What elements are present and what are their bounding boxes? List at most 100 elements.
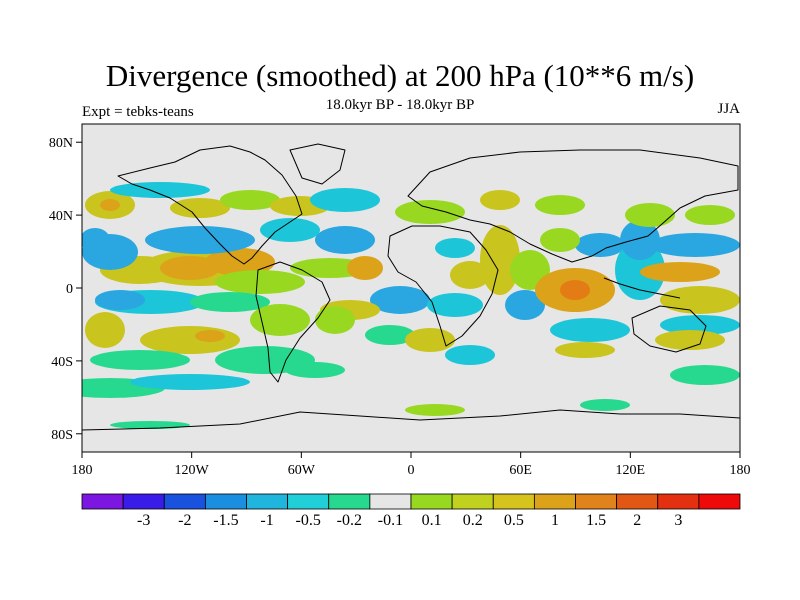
field-blob [145, 226, 255, 254]
colorbar-swatch [204, 493, 247, 510]
eurasia-coast [407, 149, 739, 263]
colorbar: -3 -2 -1.5 -1 -0.5 -0.2 -0.1 0.1 0.2 0.5 1 1.5 2 3 [81, 493, 741, 529]
colorbar-swatch [369, 493, 412, 510]
field-blob [540, 228, 580, 252]
field-blob [100, 199, 120, 211]
field-blob [310, 188, 380, 212]
lon-tick-label: 0 [408, 463, 415, 478]
longitude-axis: 180 120W 60W 0 60E 120E 180 [72, 452, 751, 478]
field-blob [315, 226, 375, 254]
field-blob [370, 286, 430, 314]
colorbar-label: -3 [137, 512, 150, 529]
map-title: Divergence (smoothed) at 200 hPa (10**6 … [105, 58, 695, 93]
colorbar-label: 3 [674, 512, 682, 529]
colorbar-label: 0.2 [463, 512, 483, 529]
field-blob [650, 233, 740, 257]
field-blob [625, 203, 675, 227]
field-blob [205, 248, 275, 276]
field-blob [450, 261, 490, 289]
colorbar-swatch [451, 493, 494, 510]
field-blob [365, 325, 415, 345]
colorbar-label: -0.5 [296, 512, 321, 529]
africa-coast [387, 225, 499, 347]
field-blob [480, 190, 520, 210]
lat-tick-label: 80N [49, 136, 73, 151]
field-blob [445, 345, 495, 365]
field-blob [285, 362, 345, 378]
colorbar-swatch [492, 493, 535, 510]
colorbar-swatch [81, 493, 124, 510]
lat-tick-label: 40S [51, 355, 73, 370]
field-blob [560, 280, 590, 300]
colorbar-label: 1 [551, 512, 559, 529]
south-america-coast [255, 261, 331, 383]
field-blob [655, 330, 725, 350]
field-blob [130, 374, 250, 390]
field-blob [95, 290, 145, 310]
field-blob [435, 238, 475, 258]
colorbar-label: 0.5 [504, 512, 524, 529]
period-subtitle: 18.0kyr BP - 18.0kyr BP [325, 97, 475, 113]
field-blob [215, 270, 305, 294]
season-label: JJA [717, 101, 740, 117]
colorbar-swatch [410, 493, 453, 510]
field-blob [550, 318, 630, 342]
field-blob [110, 182, 210, 198]
field-blob [250, 304, 310, 336]
lon-tick-label: 180 [72, 463, 93, 478]
field-blob [395, 200, 465, 224]
lat-tick-label: 80S [51, 428, 73, 443]
colorbar-label: -1 [260, 512, 273, 529]
colorbar-swatch [657, 493, 700, 510]
field-blob [405, 328, 455, 352]
field-blob [660, 315, 740, 335]
field-blob [427, 293, 483, 317]
coastlines [82, 143, 740, 431]
field-blob [505, 290, 545, 320]
colorbar-swatch [246, 493, 289, 510]
colorbar-swatch [163, 493, 206, 510]
field-blob [660, 286, 740, 314]
field-blob [90, 350, 190, 370]
field-blob [555, 342, 615, 358]
field-blob [190, 292, 270, 312]
field-blob [640, 262, 720, 282]
colorbar-label: 0.1 [422, 512, 442, 529]
lat-tick-label: 40N [49, 209, 73, 224]
field-blob [260, 218, 320, 242]
colorbar-label: -2 [178, 512, 191, 529]
latitude-axis: 80N 40N 0 40S 80S [49, 136, 82, 443]
lon-tick-label: 180 [730, 463, 751, 478]
colorbar-label: -1.5 [213, 512, 238, 529]
field-blob [685, 205, 735, 225]
field-blob [195, 330, 225, 342]
greenland-coast [289, 143, 346, 185]
colorbar-label: 1.5 [586, 512, 606, 529]
field-blob [140, 326, 240, 354]
lat-tick-label: 0 [66, 282, 73, 297]
colorbar-label: -0.2 [337, 512, 362, 529]
field-blob [620, 220, 660, 260]
field-blob [347, 256, 383, 280]
field-blob [670, 365, 740, 385]
colorbar-swatch [575, 493, 618, 510]
field-blob [535, 195, 585, 215]
field-blob [220, 190, 280, 210]
lon-tick-label: 60E [509, 463, 532, 478]
colorbar-swatch [533, 493, 576, 510]
north-america-coast [117, 145, 303, 265]
colorbar-swatch [287, 493, 330, 510]
colorbar-label: -0.1 [378, 512, 403, 529]
colorbar-swatch [698, 493, 741, 510]
field-blob [575, 233, 625, 257]
lon-tick-label: 120W [175, 463, 210, 478]
antarctica-coast [82, 409, 740, 431]
colorbar-swatch [616, 493, 659, 510]
field-blob [480, 225, 520, 295]
colorbar-swatch [122, 493, 165, 510]
field-blob [405, 404, 465, 416]
lon-tick-label: 120E [616, 463, 646, 478]
colorbar-swatch [328, 493, 371, 510]
field-blob [82, 228, 110, 252]
